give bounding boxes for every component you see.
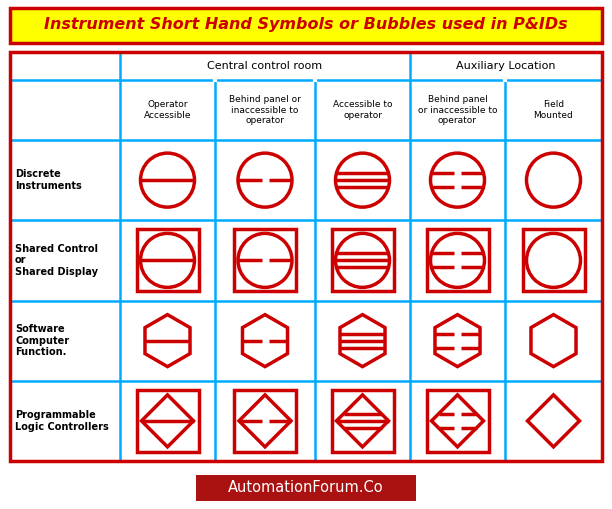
FancyBboxPatch shape: [234, 390, 296, 452]
FancyBboxPatch shape: [332, 390, 394, 452]
FancyBboxPatch shape: [136, 230, 198, 291]
Polygon shape: [340, 315, 385, 366]
Text: Shared Control
or
Shared Display: Shared Control or Shared Display: [15, 244, 98, 277]
Text: Behind panel or
inaccessible to
operator: Behind panel or inaccessible to operator: [229, 95, 301, 125]
FancyBboxPatch shape: [427, 230, 488, 291]
FancyBboxPatch shape: [196, 475, 416, 501]
Circle shape: [238, 153, 292, 207]
Text: Operator
Accessible: Operator Accessible: [144, 100, 191, 120]
Circle shape: [526, 153, 581, 207]
Polygon shape: [528, 395, 580, 447]
Text: AutomationForum.Co: AutomationForum.Co: [228, 480, 384, 495]
Circle shape: [335, 233, 389, 288]
FancyBboxPatch shape: [332, 230, 394, 291]
Circle shape: [238, 233, 292, 288]
Text: Programmable
Logic Controllers: Programmable Logic Controllers: [15, 410, 109, 432]
Circle shape: [335, 153, 389, 207]
Circle shape: [141, 233, 195, 288]
FancyBboxPatch shape: [427, 390, 488, 452]
Text: Instrument Short Hand Symbols or Bubbles used in P&IDs: Instrument Short Hand Symbols or Bubbles…: [44, 17, 568, 32]
FancyBboxPatch shape: [234, 230, 296, 291]
Polygon shape: [435, 315, 480, 366]
Polygon shape: [239, 395, 291, 447]
Text: Auxiliary Location: Auxiliary Location: [457, 61, 556, 71]
Circle shape: [141, 153, 195, 207]
Polygon shape: [145, 315, 190, 366]
Text: Central control room: Central control room: [207, 61, 323, 71]
Polygon shape: [242, 315, 288, 366]
FancyBboxPatch shape: [523, 230, 584, 291]
Polygon shape: [431, 395, 483, 447]
Polygon shape: [337, 395, 389, 447]
FancyBboxPatch shape: [136, 390, 198, 452]
Circle shape: [526, 233, 581, 288]
Circle shape: [430, 233, 485, 288]
Polygon shape: [141, 395, 193, 447]
Text: Discrete
Instruments: Discrete Instruments: [15, 169, 82, 191]
Polygon shape: [531, 315, 576, 366]
Text: Behind panel
or inaccessible to
operator: Behind panel or inaccessible to operator: [418, 95, 497, 125]
Text: Accessible to
operator: Accessible to operator: [333, 100, 392, 120]
Text: Field
Mounted: Field Mounted: [534, 100, 573, 120]
Circle shape: [430, 153, 485, 207]
Text: Software
Computer
Function.: Software Computer Function.: [15, 324, 69, 357]
FancyBboxPatch shape: [10, 8, 602, 43]
